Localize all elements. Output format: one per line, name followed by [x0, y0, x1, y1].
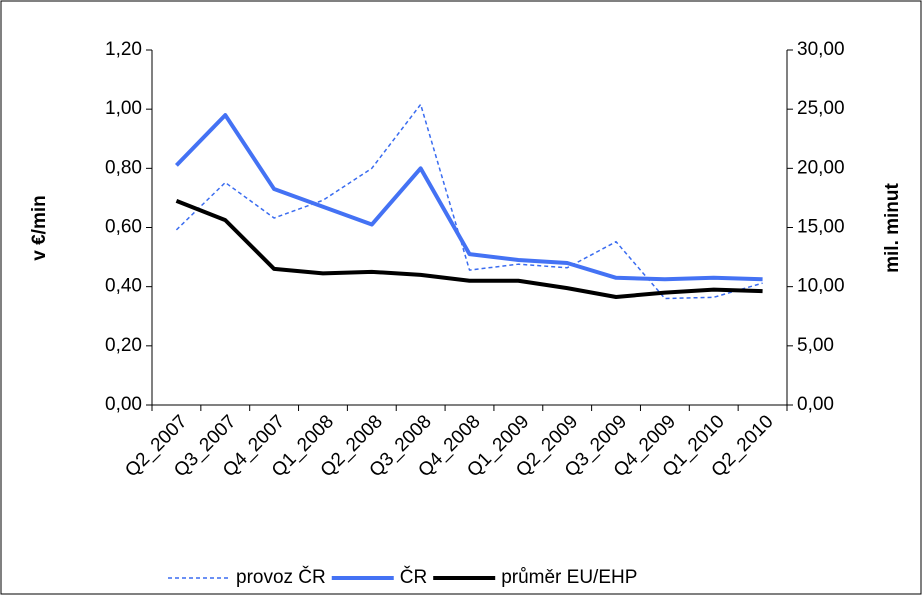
y-tick-label: 1,00 [105, 98, 142, 119]
y2-tick-label: 20,00 [797, 157, 845, 178]
y2-tick-label: 5,00 [797, 335, 834, 356]
y2-tick-label: 0,00 [797, 394, 834, 415]
legend-label: průměr EU/EHP [501, 567, 637, 588]
series-line [175, 199, 763, 300]
series-line [175, 103, 763, 300]
y-axis-label: v €/min [29, 195, 50, 260]
y2-tick-label: 25,00 [797, 98, 845, 119]
y-tick-label: 0,00 [105, 394, 142, 415]
series-line [174, 113, 763, 282]
y-tick-label: 0,40 [105, 276, 142, 297]
y-tick-label: 0,80 [105, 157, 142, 178]
y2-tick-label: 10,00 [797, 276, 845, 297]
legend-label: provoz ČR [236, 566, 326, 588]
y2-tick-label: 30,00 [797, 39, 845, 60]
y2-tick-label: 15,00 [797, 217, 845, 238]
y-tick-label: 0,20 [105, 335, 142, 356]
y2-axis-label: mil. minut [882, 182, 903, 272]
y-tick-label: 1,20 [105, 39, 142, 60]
legend-label: ČR [400, 566, 427, 588]
y-tick-label: 0,60 [105, 217, 142, 238]
